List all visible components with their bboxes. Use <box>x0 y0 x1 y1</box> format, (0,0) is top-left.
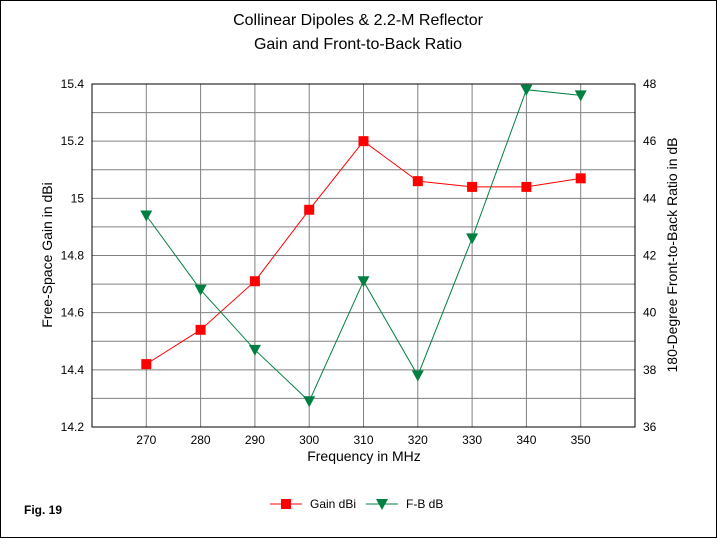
y-right-tick-label: 38 <box>643 363 657 377</box>
series-2-point <box>466 233 479 245</box>
series-2-point <box>520 84 533 96</box>
x-tick-label: 340 <box>516 433 536 447</box>
x-tick-label: 280 <box>191 433 211 447</box>
series-1-point <box>412 176 423 187</box>
x-tick-label: 350 <box>571 433 591 447</box>
series-2-point <box>303 396 316 408</box>
series-1-point <box>141 359 152 370</box>
y-right-tick-label: 42 <box>643 249 657 263</box>
y-left-tick-label: 14.2 <box>61 420 85 434</box>
x-tick-label: 270 <box>136 433 156 447</box>
series-2-point <box>140 210 153 222</box>
legend-label-2: F-B dB <box>406 497 443 511</box>
series-2-point <box>248 344 261 356</box>
x-tick-label: 320 <box>408 433 428 447</box>
legend-marker-1 <box>281 499 291 509</box>
x-tick-label: 330 <box>462 433 482 447</box>
legend-marker-2 <box>376 499 388 510</box>
series-1-point <box>195 324 206 335</box>
x-tick-label: 300 <box>299 433 319 447</box>
y-right-tick-label: 44 <box>643 191 657 205</box>
y-right-tick-label: 36 <box>643 420 657 434</box>
y-right-tick-label: 48 <box>643 77 657 91</box>
series-1-point <box>521 181 532 192</box>
x-tick-label: 310 <box>353 433 373 447</box>
y-left-tick-label: 15.4 <box>61 77 85 91</box>
series-1-point <box>249 276 260 287</box>
x-axis-label: Frequency in MHz <box>307 448 421 464</box>
series-layer <box>140 84 587 408</box>
y-axis-left-label: Free-Space Gain in dBi <box>39 182 55 328</box>
series-1-point <box>358 136 369 147</box>
chart-title-line-1: Collinear Dipoles & 2.2-M Reflector <box>233 12 484 29</box>
y-left-tick-label: 15.2 <box>61 134 85 148</box>
legend-label-1: Gain dBi <box>310 497 356 511</box>
plot-area-border <box>91 83 636 428</box>
y-left-tick-label: 14.6 <box>61 306 85 320</box>
series-1-point <box>304 204 315 215</box>
y-left-tick-label: 14.8 <box>61 249 85 263</box>
series-2-point <box>357 276 370 288</box>
series-2-point <box>411 370 424 382</box>
series-1-point <box>575 173 586 184</box>
series-2-point <box>194 284 207 296</box>
y-left-tick-label: 15 <box>71 191 85 205</box>
axis-ticks: 270 280 290 300 310 320 330 340 350 14.2 14.4 14.6 1… <box>61 77 657 447</box>
grid-lines <box>92 83 635 428</box>
legend: Gain dBi F-B dB <box>270 497 443 511</box>
y-left-tick-label: 14.4 <box>61 363 85 377</box>
chart-title-line-2: Gain and Front-to-Back Ratio <box>254 36 462 53</box>
y-right-tick-label: 46 <box>643 134 657 148</box>
series-2-point <box>574 90 587 102</box>
series-1-point <box>467 181 478 192</box>
y-axis-right-label: 180-Degree Front-to-Back Ratio in dB <box>664 138 680 373</box>
x-tick-label: 290 <box>245 433 265 447</box>
y-right-tick-label: 40 <box>643 306 657 320</box>
figure-label: Fig. 19 <box>24 503 62 517</box>
